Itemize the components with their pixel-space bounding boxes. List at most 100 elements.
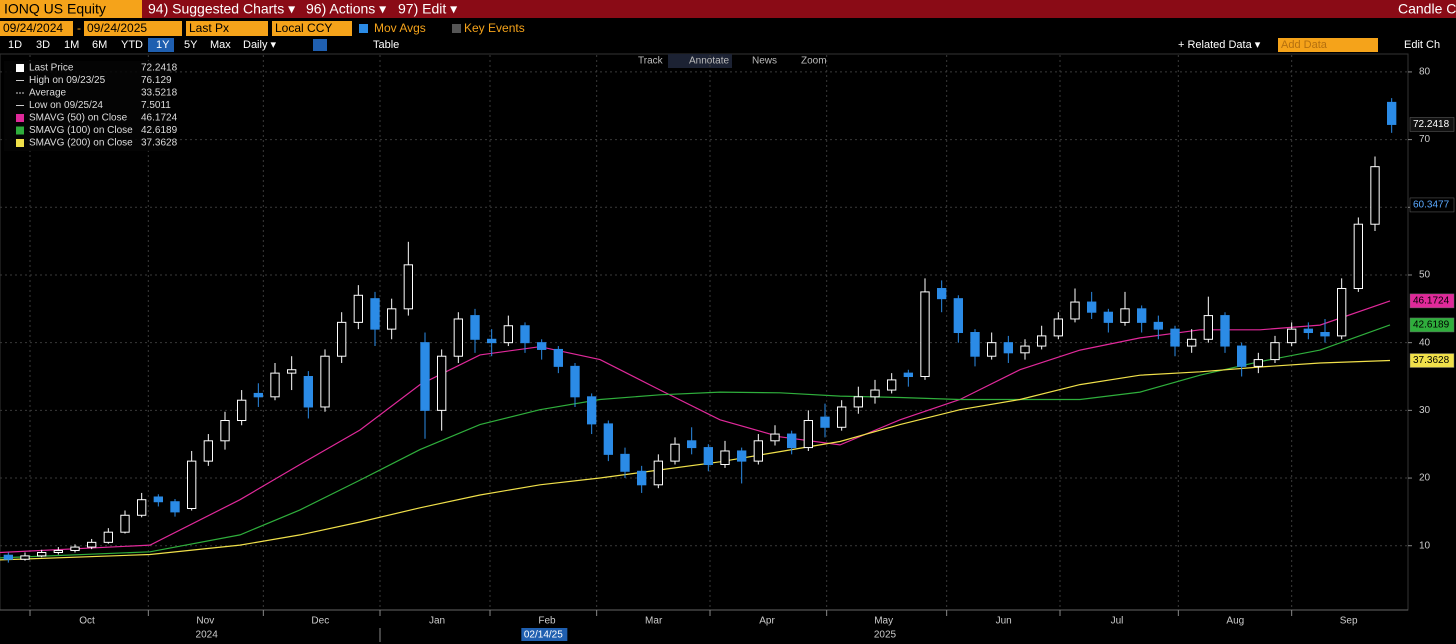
period-button[interactable]: 1D [8, 39, 22, 51]
chart-toolbar: Track Annotate News Zoom [638, 56, 827, 67]
candle-body [353, 294, 363, 323]
y-tick-label: 70 [1419, 134, 1431, 145]
field-input[interactable] [186, 21, 268, 36]
legend-label: SMAVG (50) on Close [29, 113, 128, 124]
candle-body [520, 325, 530, 344]
menu[interactable]: 97) Edit ▾ [398, 1, 457, 17]
x-tick-label: Nov [196, 616, 214, 627]
candle-body [1020, 345, 1030, 354]
candle-body [337, 321, 347, 357]
candle-body [487, 338, 497, 344]
frequency[interactable]: Daily ▾ [243, 39, 277, 51]
candle-body [237, 399, 247, 422]
candle-body [1253, 359, 1263, 367]
key-events[interactable]: Key Events [464, 21, 525, 35]
legend-label: SMAVG (200) on Close [29, 138, 133, 149]
table-button[interactable]: Table [373, 39, 399, 51]
candle-body [1320, 332, 1330, 337]
legend-label: SMAVG (100) on Close [29, 125, 133, 136]
legend-label: Last Price [29, 63, 74, 74]
candle-body [453, 318, 463, 357]
cursor-date: 02/14/25 [524, 630, 563, 641]
ticker-box[interactable] [0, 0, 142, 18]
separator: - [77, 21, 81, 35]
candle-body [320, 355, 330, 408]
candle-body [437, 355, 447, 411]
end-date[interactable]: 09/24/2025 [87, 21, 147, 35]
candle-body [587, 396, 597, 425]
candle-body [137, 499, 147, 516]
candle-body [853, 396, 864, 408]
candle-body [953, 298, 964, 334]
menu[interactable]: 96) Actions ▾ [306, 1, 386, 17]
candle-body [70, 546, 80, 551]
candle-body [687, 440, 697, 449]
checkbox[interactable] [359, 24, 368, 33]
x-tick-label: Mar [645, 616, 663, 627]
candle-body [103, 531, 113, 543]
date-input[interactable] [84, 21, 182, 36]
menu[interactable]: 94) Suggested Charts ▾ [148, 1, 295, 17]
currency[interactable]: Local CCY [275, 21, 332, 35]
period-button[interactable]: YTD [121, 39, 143, 51]
candle-body [1337, 288, 1347, 337]
date-input[interactable] [0, 21, 73, 36]
y-tick-label: 20 [1419, 473, 1431, 484]
candle-body [870, 389, 880, 398]
candle-body [1220, 315, 1230, 347]
legend-value: 7.5011 [141, 100, 171, 111]
candle-body [537, 342, 547, 350]
year-label: 2025 [874, 630, 897, 641]
add-data[interactable]: Add Data [1281, 39, 1328, 51]
period-button[interactable]: 1Y [156, 39, 170, 51]
candle-body [1203, 315, 1213, 340]
candle-body [1187, 338, 1197, 347]
period-button[interactable]: Max [210, 39, 231, 51]
related-data[interactable]: + Related Data ▾ [1178, 39, 1261, 51]
candle-body [820, 416, 830, 428]
y-tick-label: 50 [1419, 270, 1431, 281]
field[interactable]: Last Px [189, 21, 229, 35]
mov-avgs[interactable]: Mov Avgs [374, 21, 426, 35]
icon[interactable] [313, 39, 327, 51]
ma-tag-box [1409, 317, 1455, 333]
checkbox[interactable] [452, 24, 461, 33]
period-button[interactable]: 1M [64, 39, 79, 51]
start-date[interactable]: 09/24/2024 [3, 21, 63, 35]
chart-tool[interactable]: Zoom [801, 56, 827, 67]
candle-body [1237, 345, 1247, 367]
candle-body [1103, 311, 1113, 323]
x-tick-label: Aug [1226, 616, 1244, 627]
add-data-input[interactable] [1278, 38, 1378, 52]
x-tick-label: Feb [538, 616, 556, 627]
chart-tool[interactable]: Annotate [689, 56, 729, 67]
candle-body [987, 342, 997, 357]
x-tick-label: Jan [429, 616, 445, 627]
candle-body [470, 315, 480, 340]
candle-body [1053, 318, 1063, 337]
candle-body [403, 264, 413, 310]
candle-body [1087, 301, 1097, 313]
candle-body [1137, 308, 1147, 323]
periods: 1D 3D 1M 6M YTD 1Y 5Y Max [8, 39, 231, 51]
plot: 1020304050607080OctNovDecJanFebMarAprMay… [0, 55, 1455, 641]
candle-body [653, 460, 664, 486]
legend-value: 37.3628 [141, 138, 178, 149]
legend-value: 76.129 [141, 75, 172, 86]
chart-tool[interactable]: Track [638, 56, 664, 67]
last-price-tag-box [1409, 117, 1455, 132]
edit-chart[interactable]: Edit Ch [1404, 39, 1440, 51]
annotate-highlight [668, 54, 732, 68]
chart-tool[interactable]: News [752, 56, 777, 67]
chart-kind[interactable]: Candle C [1398, 1, 1456, 17]
period-button[interactable]: 5Y [184, 39, 198, 51]
currency-input[interactable] [272, 21, 352, 36]
candle-body [20, 555, 30, 560]
period-button[interactable]: 3D [36, 39, 50, 51]
legend-label: Low on 09/25/24 [29, 100, 103, 111]
ticker[interactable]: IONQ US Equity [4, 1, 106, 17]
legend-swatch [16, 139, 24, 147]
period-button[interactable]: 6M [92, 39, 107, 51]
legend-value: 42.6189 [141, 125, 178, 136]
